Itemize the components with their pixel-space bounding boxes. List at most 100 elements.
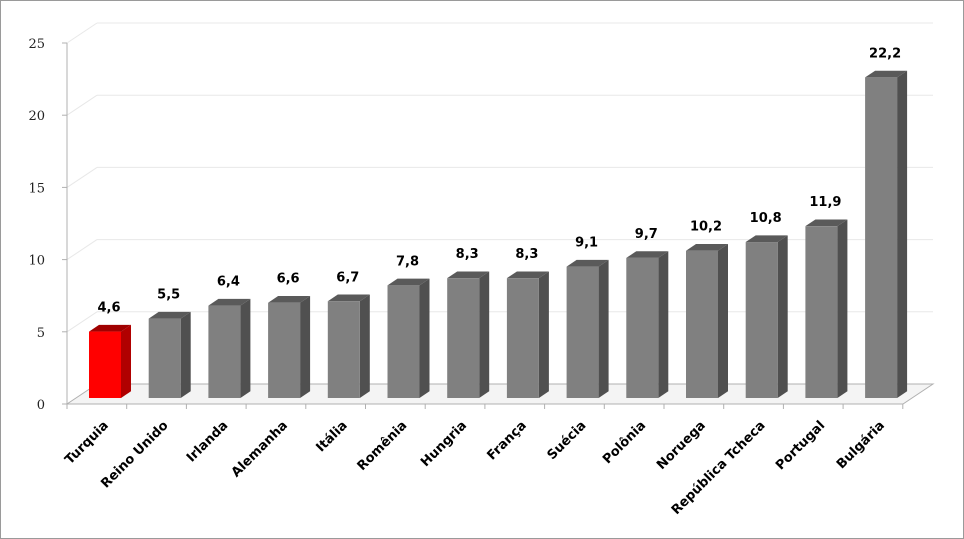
category-label: Irlanda <box>184 418 231 465</box>
y-axis-ticks: 0 5 10 15 20 25 <box>28 37 45 413</box>
value-label: 22,2 <box>869 46 901 61</box>
value-label: 9,1 <box>575 236 598 251</box>
gridline-depth <box>66 166 98 188</box>
gridline-depth <box>66 94 98 116</box>
bar-front <box>805 226 838 398</box>
bar-side <box>718 244 728 398</box>
axes <box>62 42 935 409</box>
bar-side <box>121 324 131 398</box>
gridline-depth <box>66 22 98 44</box>
bar-top <box>566 259 609 267</box>
bar-front <box>566 266 599 398</box>
grid-lines <box>66 22 933 333</box>
category-label: França <box>484 418 529 463</box>
bar-front <box>447 278 480 398</box>
bar-front <box>865 77 898 398</box>
floor <box>65 383 935 405</box>
bar <box>566 259 609 398</box>
bar-side <box>419 278 430 398</box>
bar <box>148 311 191 398</box>
bar <box>89 324 131 398</box>
bar-front <box>506 278 539 398</box>
bar-side <box>180 311 191 398</box>
category-label: Portugal <box>773 418 828 473</box>
value-label: 10,8 <box>750 211 782 226</box>
gridline-depth <box>66 311 98 333</box>
category-label: Hungria <box>418 418 470 470</box>
bar-side <box>479 271 490 398</box>
value-label: 8,3 <box>456 247 479 262</box>
bar-top <box>506 271 549 279</box>
category-label: Noruega <box>654 418 709 473</box>
bar-top <box>626 251 669 258</box>
bar <box>447 271 490 398</box>
value-label: 5,5 <box>157 288 180 303</box>
gridline-depth <box>66 239 98 261</box>
category-label: Turquia <box>62 418 111 467</box>
value-label: 11,9 <box>809 195 841 210</box>
y-tick-label: 0 <box>37 398 45 413</box>
bar-front <box>208 305 241 398</box>
bar <box>626 251 669 398</box>
value-label: 9,7 <box>635 227 658 242</box>
bar <box>805 219 848 398</box>
bar-top <box>745 235 788 243</box>
bar <box>745 235 788 398</box>
bar-top <box>327 294 370 302</box>
y-tick-label: 25 <box>28 37 45 52</box>
bar-top <box>208 298 251 306</box>
category-label: Alemanha <box>229 418 291 480</box>
bar-top <box>865 70 908 78</box>
bar <box>208 298 251 398</box>
category-label: Bulgária <box>834 418 888 472</box>
y-tick-label: 15 <box>28 181 45 196</box>
y-tick-label: 20 <box>28 109 45 124</box>
bar-side <box>538 271 549 398</box>
category-label: Romênia <box>355 418 411 474</box>
bar-front <box>148 318 181 398</box>
bar-top <box>268 295 311 303</box>
category-label: Suécia <box>545 418 590 463</box>
bar-top <box>447 271 490 279</box>
bar-top <box>686 244 728 251</box>
bar-side <box>359 294 370 398</box>
bar-front <box>745 242 778 398</box>
bar-front <box>387 285 420 398</box>
bar-front <box>686 250 718 398</box>
value-labels: 4,6 5,5 6,4 6,6 6,7 7,8 8,3 8,3 9,1 9,7 10,2 10,8 11… <box>97 46 901 315</box>
bar-front <box>268 302 301 398</box>
bar-front <box>626 257 659 398</box>
bar-side <box>897 70 908 399</box>
bar <box>387 278 430 398</box>
bar-top <box>805 219 848 227</box>
value-label: 6,6 <box>277 272 300 287</box>
bars <box>89 70 908 399</box>
bar <box>865 70 908 399</box>
category-label: Polônia <box>600 418 649 467</box>
bar-side <box>240 298 251 398</box>
y-tick-label: 5 <box>37 326 45 341</box>
value-label: 8,3 <box>515 247 538 262</box>
bar-side <box>300 295 311 398</box>
bar-front <box>89 331 121 398</box>
bar-side <box>777 235 788 398</box>
bar <box>686 244 728 398</box>
value-label: 6,4 <box>217 275 240 290</box>
bar-side <box>837 219 848 398</box>
bar-top <box>148 311 191 319</box>
bar-top <box>387 278 430 286</box>
bar <box>327 294 370 398</box>
value-label: 10,2 <box>690 220 722 235</box>
bar-side <box>658 251 669 398</box>
value-label: 6,7 <box>336 270 359 285</box>
bar-side <box>598 259 609 398</box>
bar-front <box>327 301 360 398</box>
y-tick-label: 10 <box>28 254 45 269</box>
value-label: 4,6 <box>97 301 120 316</box>
bar <box>506 271 549 398</box>
bar-top <box>89 324 131 332</box>
category-label: Itália <box>313 418 350 455</box>
value-label: 7,8 <box>396 254 419 269</box>
